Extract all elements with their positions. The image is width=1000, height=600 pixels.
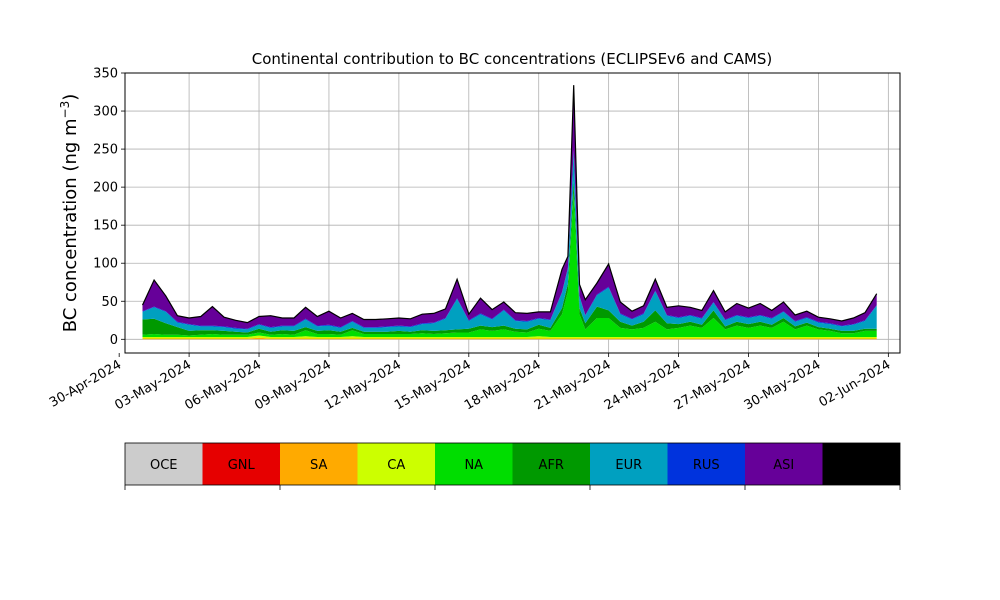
legend-label-eur: EUR xyxy=(615,458,642,473)
x-tick-label: 27-May-2024 xyxy=(672,357,754,413)
y-tick-label: 250 xyxy=(93,143,118,158)
x-tick-label: 30-May-2024 xyxy=(742,357,824,413)
x-tick-label: 18-May-2024 xyxy=(462,357,544,413)
x-axis: 30-Apr-202403-May-202406-May-202409-May-… xyxy=(47,353,893,413)
legend-label-sa: SA xyxy=(310,458,327,473)
legend-swatch-afr xyxy=(512,443,590,485)
legend-swatch-rus xyxy=(667,443,745,485)
x-tick-label: 06-May-2024 xyxy=(182,357,264,413)
legend-swatch-eur xyxy=(590,443,668,485)
y-axis-label-superscript: −3 xyxy=(58,101,72,119)
y-axis-label-close: ) xyxy=(60,94,81,101)
area-eur xyxy=(142,150,877,333)
legend-swatch-sa xyxy=(280,443,358,485)
y-tick-label: 200 xyxy=(93,181,118,196)
x-tick-label: 21-May-2024 xyxy=(532,357,614,413)
legend-label-ca: CA xyxy=(387,458,405,473)
legend-label-rus: RUS xyxy=(693,458,720,473)
legend-label-afr: AFR xyxy=(539,458,564,473)
area-asi xyxy=(142,89,877,329)
legend-swatch-asi xyxy=(745,443,823,485)
legend-swatch-oce xyxy=(125,443,203,485)
chart-title: Continental contribution to BC concentra… xyxy=(252,50,773,68)
x-tick-label: 15-May-2024 xyxy=(392,357,474,413)
y-tick-label: 300 xyxy=(93,105,118,120)
x-tick-label: 09-May-2024 xyxy=(252,357,334,413)
x-tick-label: 12-May-2024 xyxy=(322,357,404,413)
y-tick-label: 50 xyxy=(101,295,118,310)
legend-frame xyxy=(124,442,901,486)
y-axis-label: BC concentration (ng m−3) xyxy=(58,94,81,333)
legend-label-aus: AUS xyxy=(848,458,875,473)
plot-frame xyxy=(124,72,901,354)
x-tick-label: 30-Apr-2024 xyxy=(47,357,124,410)
y-tick-label: 150 xyxy=(93,219,118,234)
area-rus xyxy=(142,149,877,330)
legend-label-oce: OCE xyxy=(150,458,178,473)
legend-label-gnl: GNL xyxy=(228,458,256,473)
total-line xyxy=(141,85,878,324)
stacked-areas xyxy=(142,85,877,340)
legend: OCE GNL SA CA NA AFR EUR RUS ASI AUS xyxy=(124,442,901,490)
area-sa xyxy=(142,337,877,340)
legend-swatch-na xyxy=(435,443,513,485)
legend-swatch-ca xyxy=(357,443,435,485)
grid xyxy=(125,72,900,353)
y-axis-label-main: BC concentration (ng m xyxy=(60,118,81,332)
y-tick-label: 100 xyxy=(93,257,118,272)
area-aus xyxy=(142,85,877,323)
legend-swatch-gnl xyxy=(202,443,280,485)
x-tick-label: 24-May-2024 xyxy=(602,357,684,413)
y-tick-label: 0 xyxy=(110,333,118,348)
x-tick-label: 03-May-2024 xyxy=(112,357,194,413)
y-axis: 0 50 100 150 200 250 300 350 xyxy=(93,67,125,348)
legend-label-na: NA xyxy=(464,458,483,473)
x-tick-label: 02-Jun-2024 xyxy=(817,357,894,410)
y-tick-label: 350 xyxy=(93,67,118,82)
legend-label-asi: ASI xyxy=(773,458,794,473)
legend-swatch-aus xyxy=(822,443,900,485)
